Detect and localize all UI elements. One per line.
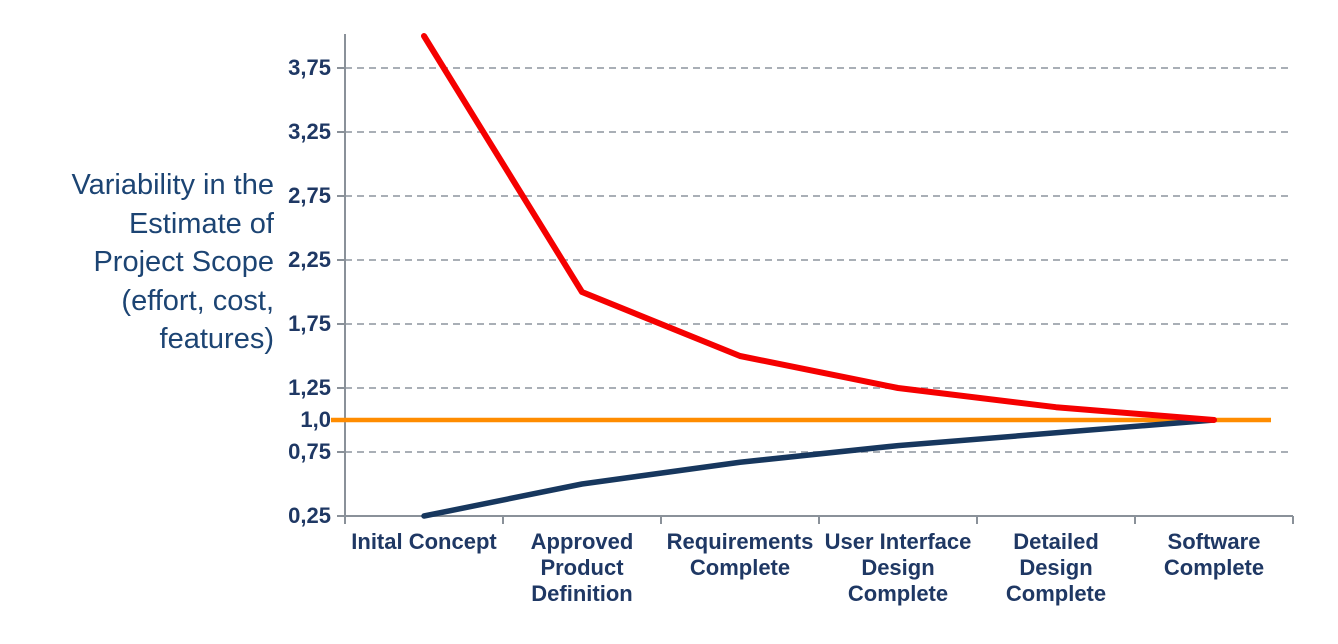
y-axis-title-line: (effort, cost, (121, 284, 274, 317)
y-axis-title-line: Project Scope (93, 246, 274, 278)
x-category-label: Detailed Design Complete (1005, 529, 1107, 606)
y-tick-label: 0,25 (288, 503, 331, 528)
lower-bound-estimate-line (421, 417, 1217, 519)
upper-bound-estimate-line (421, 33, 1217, 423)
y-tick-label: 1,25 (288, 375, 331, 400)
y-axis-title: Variability in the Estimate of Project S… (0, 166, 274, 359)
y-tick-label: 2,75 (288, 183, 331, 208)
x-category-label: Inital Concept (351, 529, 497, 554)
y-axis-title-line: features) (159, 323, 274, 355)
x-category-label: Software Complete (1163, 529, 1265, 580)
y-tick-label: 0,75 (288, 439, 331, 464)
x-category-label: Requirements Complete (666, 529, 814, 580)
y-tick-label: 1,75 (288, 311, 331, 336)
y-tick-label: 3,25 (288, 119, 331, 144)
y-axis-title-line: Estimate of (128, 207, 274, 240)
y-tick-label: 3,75 (288, 55, 331, 80)
y-tick-label: 1,0 (300, 407, 331, 432)
x-category-label: Approved Product Definition (530, 529, 634, 606)
x-category-label: User Interface Design Complete (824, 529, 972, 606)
y-axis-title-line: Variability in the (71, 169, 274, 201)
y-tick-label: 2,25 (288, 247, 331, 272)
